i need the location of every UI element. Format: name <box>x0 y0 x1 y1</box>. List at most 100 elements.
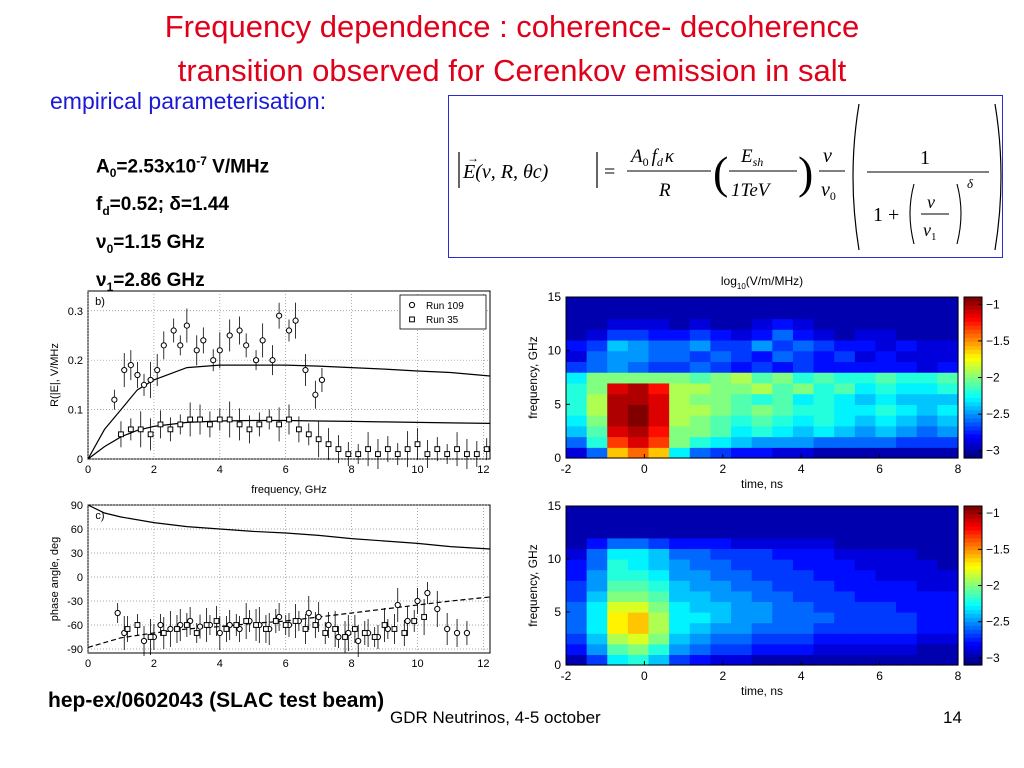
heatmap-cell <box>566 601 588 613</box>
heatmap-cell <box>896 601 918 613</box>
data-point <box>305 431 312 438</box>
heatmap-cell <box>813 643 835 655</box>
heatmap-cell <box>813 436 835 448</box>
heatmap-cell <box>875 415 897 427</box>
heatmap-cell <box>772 548 794 560</box>
colorbar-segment <box>964 349 982 354</box>
data-point <box>355 451 362 457</box>
heatmap-cell <box>896 612 918 624</box>
heatmap-cell <box>566 612 588 624</box>
y-tick-label: -90 <box>67 644 83 656</box>
colorbar-segment <box>964 585 982 591</box>
heatmap-cell <box>566 415 588 427</box>
heatmap-cell <box>751 350 773 362</box>
heatmap-cell <box>627 548 650 560</box>
data-point <box>285 327 293 334</box>
colorbar-segment <box>964 313 982 318</box>
colorbar-segment <box>964 529 982 535</box>
heatmap-cell <box>854 569 877 581</box>
data-point <box>210 357 217 364</box>
heatmap-cell <box>834 633 856 645</box>
heatmap-cell <box>669 569 691 581</box>
x-tick-label: 2 <box>719 462 726 476</box>
heatmap-cell <box>607 633 629 645</box>
colorbar-segment <box>964 449 982 455</box>
heatmap-cell <box>772 622 794 634</box>
heatmap-cell <box>854 654 877 666</box>
heatmap-title: log10(V/m/MHz) <box>721 274 803 291</box>
heatmap-cell <box>648 527 670 539</box>
heatmap-cell <box>710 559 732 571</box>
data-point <box>292 618 299 624</box>
data-point <box>157 621 164 629</box>
heatmap-cell <box>792 361 815 373</box>
heatmap-cell <box>627 404 650 416</box>
heatmap-cell <box>854 425 877 438</box>
heatmap-cell <box>875 404 897 416</box>
heatmap-cell <box>669 447 691 459</box>
data-point <box>253 622 259 628</box>
y-axis-label: R(|E|, V/MHz <box>49 343 61 407</box>
param-a0-value: =2.53x10 <box>116 156 197 178</box>
colorbar-segment <box>964 513 982 519</box>
heatmap-cell <box>937 559 959 571</box>
legend-label: Run 109 <box>426 301 464 312</box>
data-point <box>434 446 441 453</box>
small-paren-left <box>909 183 915 245</box>
heatmap-cell <box>689 580 712 592</box>
y-tick-label: 0 <box>554 451 561 465</box>
heatmap-cell <box>689 404 712 416</box>
data-point <box>332 626 339 632</box>
heatmap-cell <box>586 329 608 341</box>
heatmap-cell <box>566 506 588 518</box>
heatmap-cell <box>586 590 608 602</box>
heatmap-cell <box>875 329 897 341</box>
heatmap-cell <box>772 527 794 539</box>
data-point <box>216 347 223 354</box>
heatmap-cell <box>937 350 959 362</box>
heatmap-cell <box>607 601 629 613</box>
y-tick-label: 0.1 <box>68 405 83 417</box>
data-point <box>177 342 184 349</box>
heatmap-cell <box>834 382 856 395</box>
heatmap-cell <box>834 612 856 624</box>
heatmap-cell <box>710 415 732 427</box>
data-point <box>312 391 319 398</box>
heatmap-cell <box>937 548 959 560</box>
colorbar-segment <box>964 593 982 599</box>
heatmap-cell <box>566 393 588 405</box>
heatmap-cell <box>834 569 856 581</box>
data-point <box>404 617 411 625</box>
heatmap-cell <box>607 307 629 320</box>
heatmap-cell <box>937 361 959 373</box>
heatmap-cell <box>751 372 773 384</box>
heatmap-cell <box>937 404 959 416</box>
data-point <box>404 446 411 453</box>
heatmap-cell <box>648 654 670 666</box>
heatmap-cell <box>648 516 670 528</box>
x-tick-label: 0 <box>85 464 91 476</box>
heatmap-cell <box>669 318 691 330</box>
heatmap-cell <box>751 559 773 571</box>
y-tick-label: 15 <box>548 290 562 304</box>
heatmap-cell <box>813 372 835 384</box>
heatmap-cell <box>813 404 835 416</box>
heatmap-cell <box>772 633 794 645</box>
heatmap-cell <box>875 393 897 405</box>
heatmap-cell <box>710 393 732 405</box>
heatmap-cell <box>689 643 712 655</box>
colorbar-segment <box>964 369 982 375</box>
heatmap-cell <box>916 372 938 384</box>
heatmap-cell <box>669 633 691 645</box>
data-point <box>384 446 391 453</box>
data-point <box>223 626 230 632</box>
heatmap-cell <box>586 447 608 459</box>
colorbar-segment <box>964 649 982 654</box>
heatmap-cell <box>731 537 753 549</box>
heatmap-cell <box>627 516 650 528</box>
data-point <box>170 327 177 334</box>
heatmap-cell <box>648 318 670 330</box>
heatmap-cell <box>607 425 629 438</box>
heatmap-cell <box>772 372 794 384</box>
